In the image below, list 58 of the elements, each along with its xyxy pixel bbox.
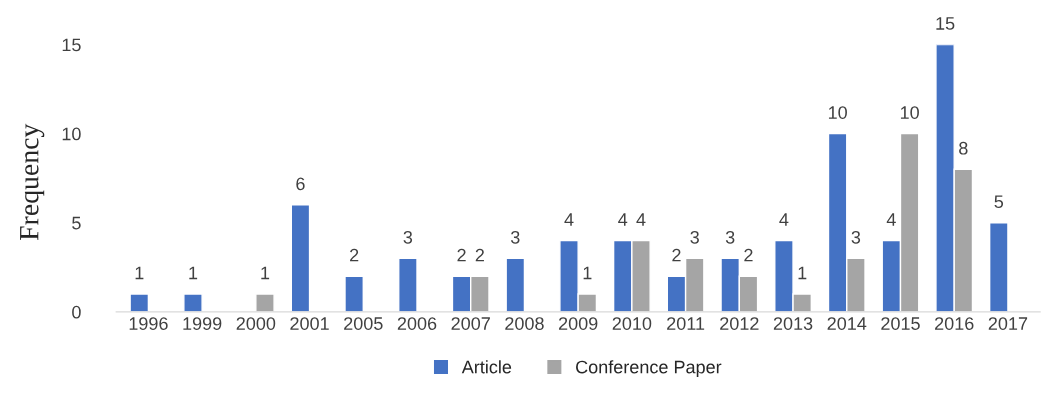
x-tick-label: 2010: [612, 317, 652, 330]
x-tick-label: 2006: [397, 317, 437, 330]
bar: [129, 293, 150, 312]
bar: [398, 257, 418, 312]
data-label: 15: [936, 17, 955, 30]
data-label: 3: [851, 230, 861, 244]
data-label: 3: [690, 230, 699, 244]
y-tick-label: 15: [62, 38, 81, 52]
x-tick-label: 2011: [667, 317, 705, 330]
bar: [290, 204, 311, 312]
x-tick-label: 1999: [183, 317, 222, 330]
data-label: 4: [636, 213, 646, 226]
y-axis-title: Frequency: [20, 123, 45, 241]
data-label: 1: [135, 266, 144, 280]
data-label: 1: [798, 266, 807, 280]
legend-label: Article: [461, 360, 512, 374]
data-label: 1: [189, 266, 198, 280]
x-tick-label: 2007: [451, 317, 490, 330]
data-label: 3: [510, 230, 520, 244]
y-tick-label: 5: [72, 216, 81, 230]
data-label: 10: [828, 106, 847, 119]
data-label: 4: [564, 213, 574, 226]
bar: [505, 257, 526, 312]
bar: [255, 293, 275, 312]
x-tick-label: 2005: [344, 317, 383, 330]
data-label: 2: [672, 248, 681, 262]
data-label: 2: [457, 248, 466, 262]
y-tick-label: 0: [72, 305, 81, 319]
bar: [988, 222, 1009, 312]
x-tick-label: 2001: [290, 317, 329, 330]
data-label: 10: [900, 106, 919, 119]
bar: [344, 275, 364, 312]
data-label: 2: [475, 248, 484, 262]
x-tick-label: 1996: [129, 317, 168, 330]
data-label: 2: [350, 248, 359, 262]
data-label: 5: [994, 195, 1004, 209]
x-tick-label: 2000: [236, 317, 276, 330]
data-label: 2: [744, 248, 753, 262]
data-label: 1: [261, 266, 270, 280]
x-tick-label: 2014: [827, 317, 867, 330]
legend-label: Conference Paper: [576, 360, 722, 378]
x-tick-label: 2017: [988, 317, 1028, 330]
data-label: 3: [403, 230, 413, 244]
data-label: 3: [725, 230, 735, 244]
data-label: 1: [583, 266, 592, 280]
data-label: 4: [618, 213, 628, 226]
y-tick-label: 10: [62, 127, 81, 141]
x-tick-label: 2016: [935, 317, 974, 330]
data-label: 4: [886, 213, 896, 226]
x-tick-label: 2012: [720, 317, 759, 330]
x-tick-label: 2013: [773, 317, 813, 330]
data-label: 6: [296, 177, 305, 191]
bar: [183, 293, 203, 312]
x-tick-label: 2009: [558, 317, 598, 330]
data-label: 8: [959, 141, 968, 155]
x-tick-label: 2008: [505, 317, 544, 330]
x-tick-label: 2015: [881, 317, 920, 330]
data-label: 4: [779, 213, 789, 226]
